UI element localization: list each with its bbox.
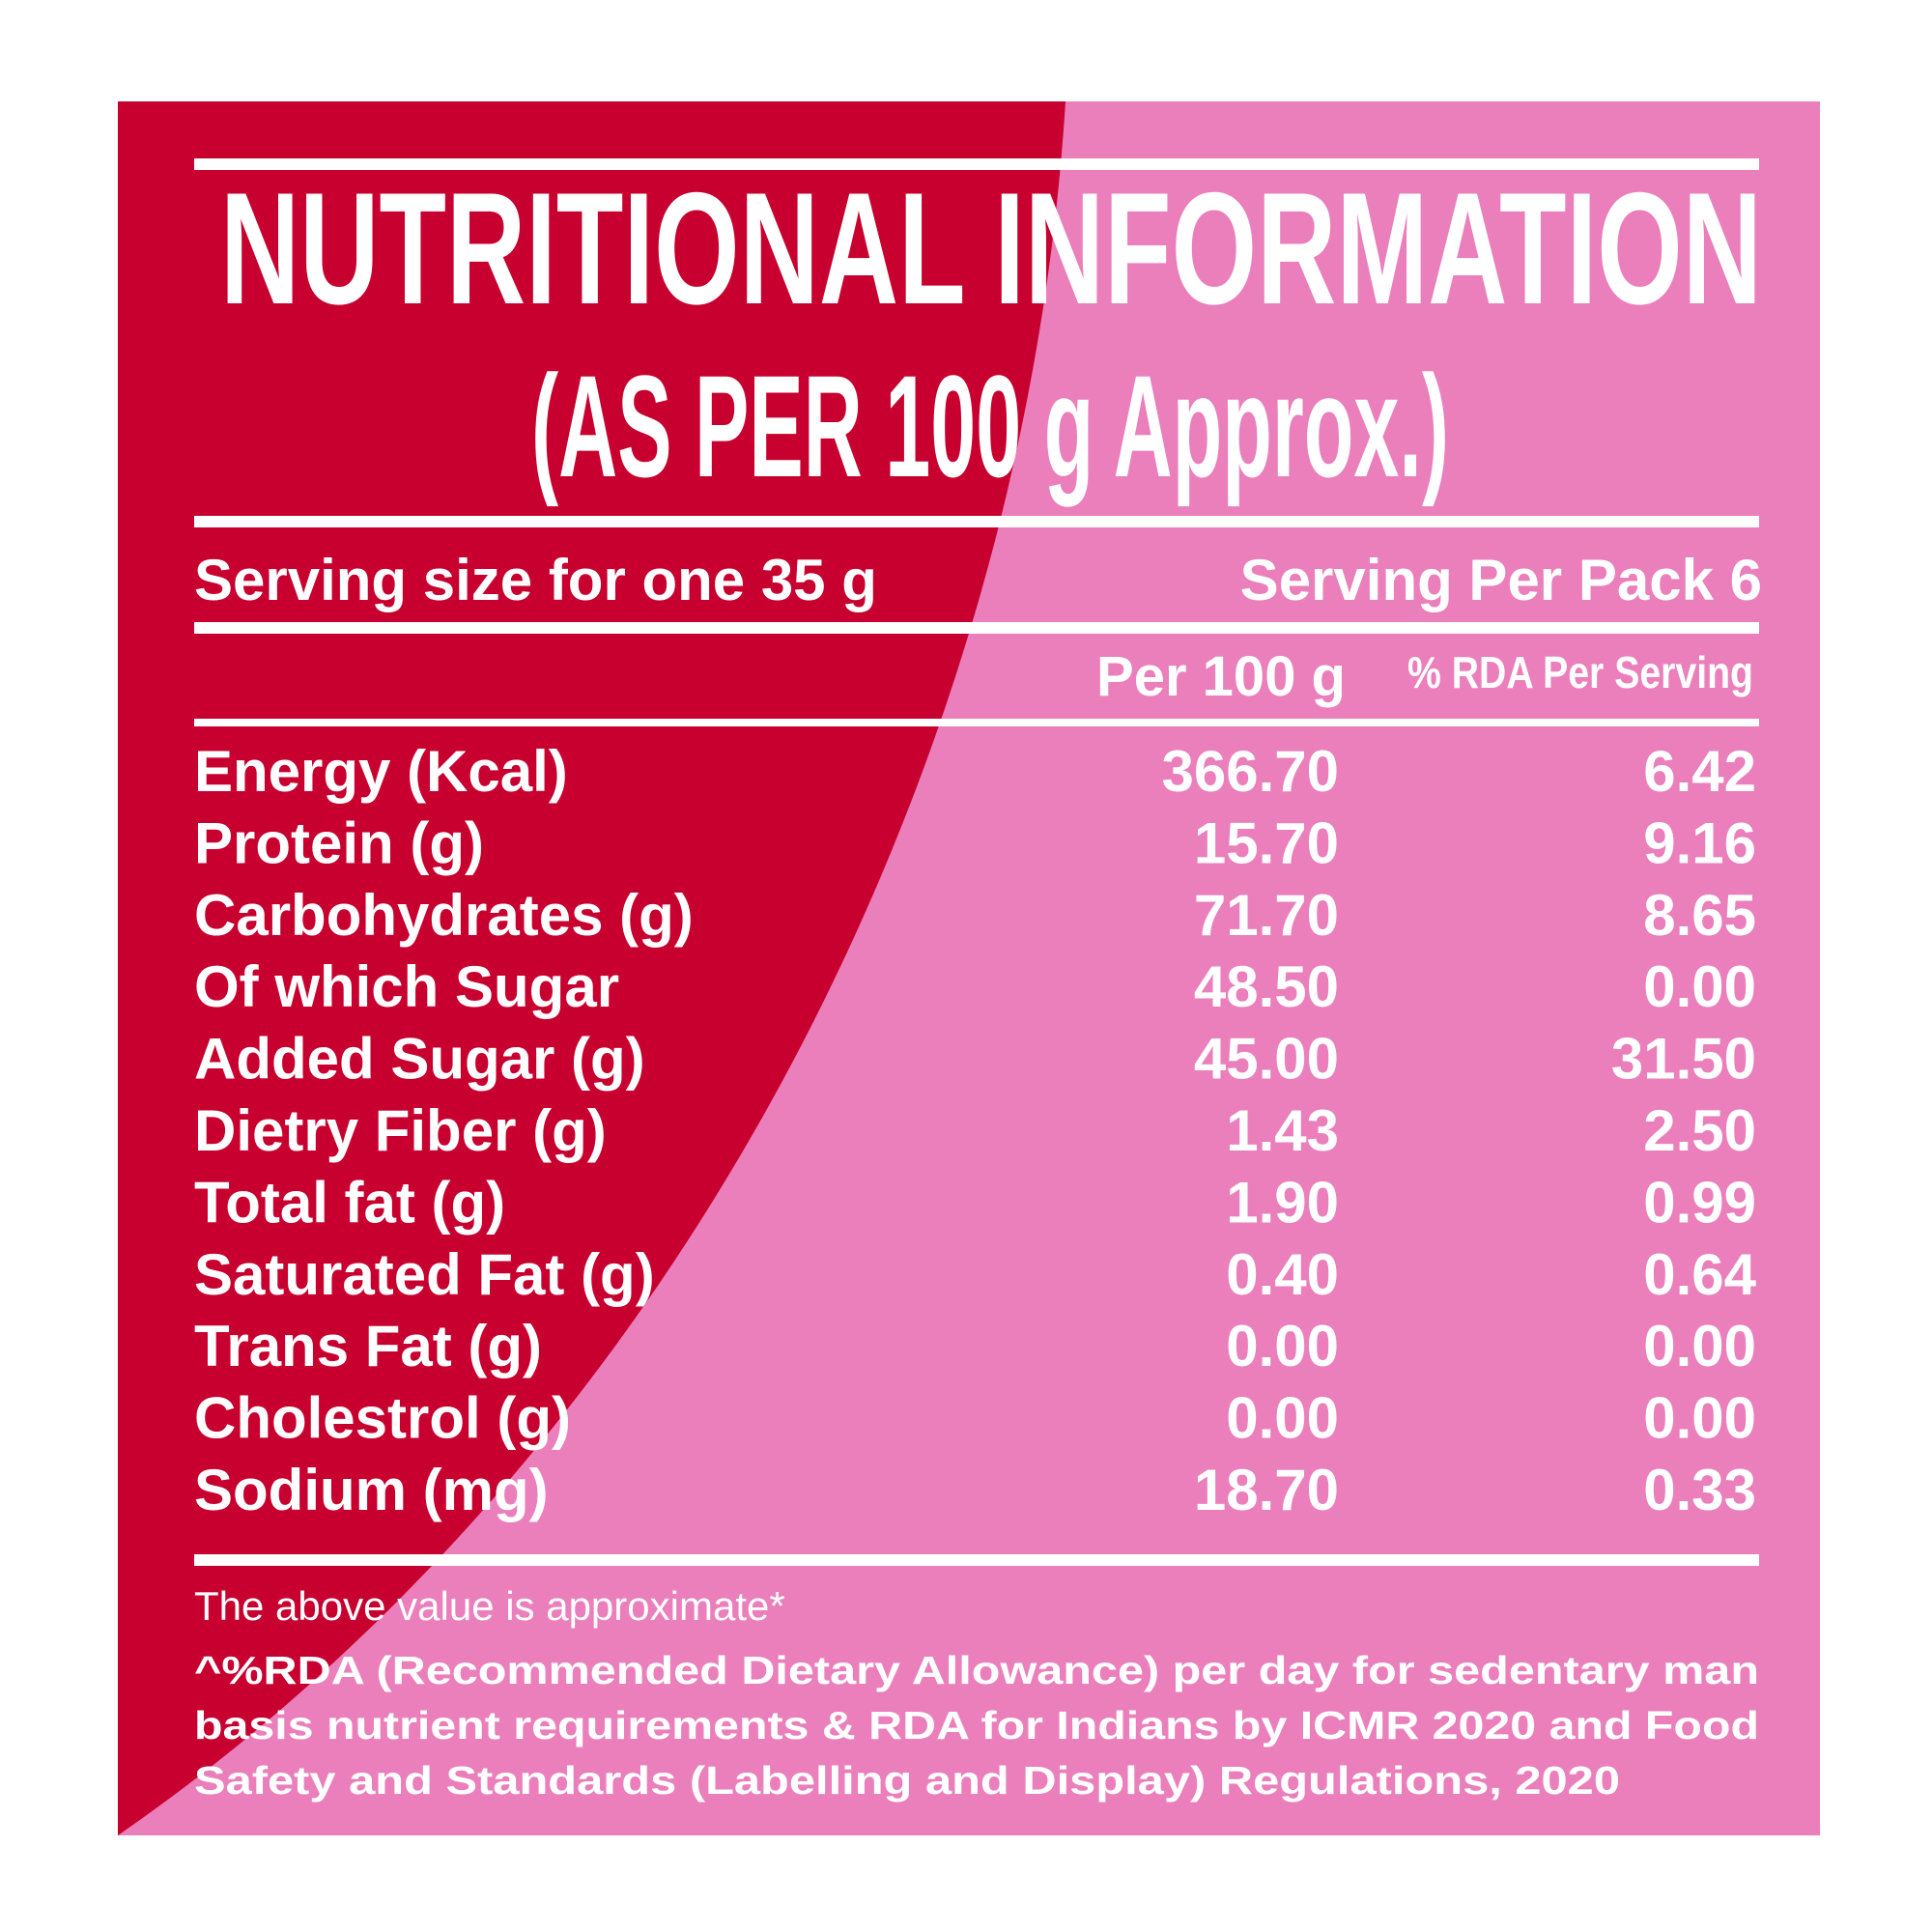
rda-value: 9.16 (1643, 810, 1756, 875)
footer-line: ^%RDA (Recommended Dietary Allowance) pe… (194, 1648, 1759, 1692)
rule (194, 719, 1759, 726)
per-100g-value: 48.50 (1194, 954, 1339, 1019)
footer-note: The above value is approximate* (194, 1583, 785, 1629)
nutrient-name: Protein (g) (194, 810, 484, 875)
per-100g-value: 0.40 (1226, 1242, 1339, 1307)
rda-value: 0.99 (1643, 1170, 1756, 1235)
rda-value: 31.50 (1611, 1027, 1756, 1092)
per-100g-value: 0.00 (1226, 1386, 1339, 1451)
rda-value: 0.64 (1643, 1242, 1756, 1307)
per-100g-value: 0.00 (1226, 1314, 1339, 1378)
nutrient-name: Dietry Fiber (g) (194, 1098, 607, 1163)
serving-per-pack: Serving Per Pack 6 (1240, 548, 1762, 612)
title: NUTRITIONAL INFORMATION (220, 159, 1762, 337)
subtitle: (AS PER 100 g Approx.) (531, 345, 1449, 507)
rda-value: 2.50 (1643, 1098, 1756, 1163)
rule (194, 1554, 1759, 1566)
rda-value: 8.65 (1643, 883, 1756, 948)
nutrient-name: Cholestrol (g) (194, 1386, 571, 1451)
footer-line: Safety and Standards (Labelling and Disp… (194, 1758, 1620, 1803)
nutrient-name: Saturated Fat (g) (194, 1242, 655, 1307)
rda-value: 0.00 (1643, 1314, 1756, 1378)
rule (194, 158, 1759, 170)
red-swoosh (118, 101, 1065, 1835)
per-100g-value: 45.00 (1194, 1027, 1339, 1092)
rda-value: 0.33 (1643, 1458, 1756, 1522)
footer-line: basis nutrient requirements & RDA for In… (194, 1703, 1759, 1747)
nutrient-name: Total fat (g) (194, 1170, 505, 1235)
per-100g-value: 71.70 (1194, 883, 1339, 948)
per-100g-value: 15.70 (1194, 810, 1339, 875)
nutrient-name: Of which Sugar (194, 954, 619, 1019)
nutrient-name: Trans Fat (g) (194, 1314, 542, 1378)
rda-value: 6.42 (1643, 739, 1756, 804)
rule (194, 516, 1759, 527)
column-header: % RDA Per Serving (1407, 647, 1753, 697)
nutrient-name: Energy (Kcal) (194, 739, 568, 804)
column-header: Per 100 g (1096, 645, 1346, 708)
serving-size: Serving size for one 35 g (194, 548, 877, 612)
nutrient-name: Sodium (mg) (194, 1458, 549, 1522)
nutrient-name: Carbohydrates (g) (194, 883, 694, 948)
rda-value: 0.00 (1643, 1386, 1756, 1451)
per-100g-value: 366.70 (1161, 739, 1339, 804)
per-100g-value: 1.43 (1226, 1098, 1339, 1163)
per-100g-value: 18.70 (1194, 1458, 1339, 1522)
per-100g-value: 1.90 (1226, 1170, 1339, 1235)
nutrient-name: Added Sugar (g) (194, 1027, 645, 1092)
rule (194, 622, 1759, 634)
rda-value: 0.00 (1643, 954, 1756, 1019)
